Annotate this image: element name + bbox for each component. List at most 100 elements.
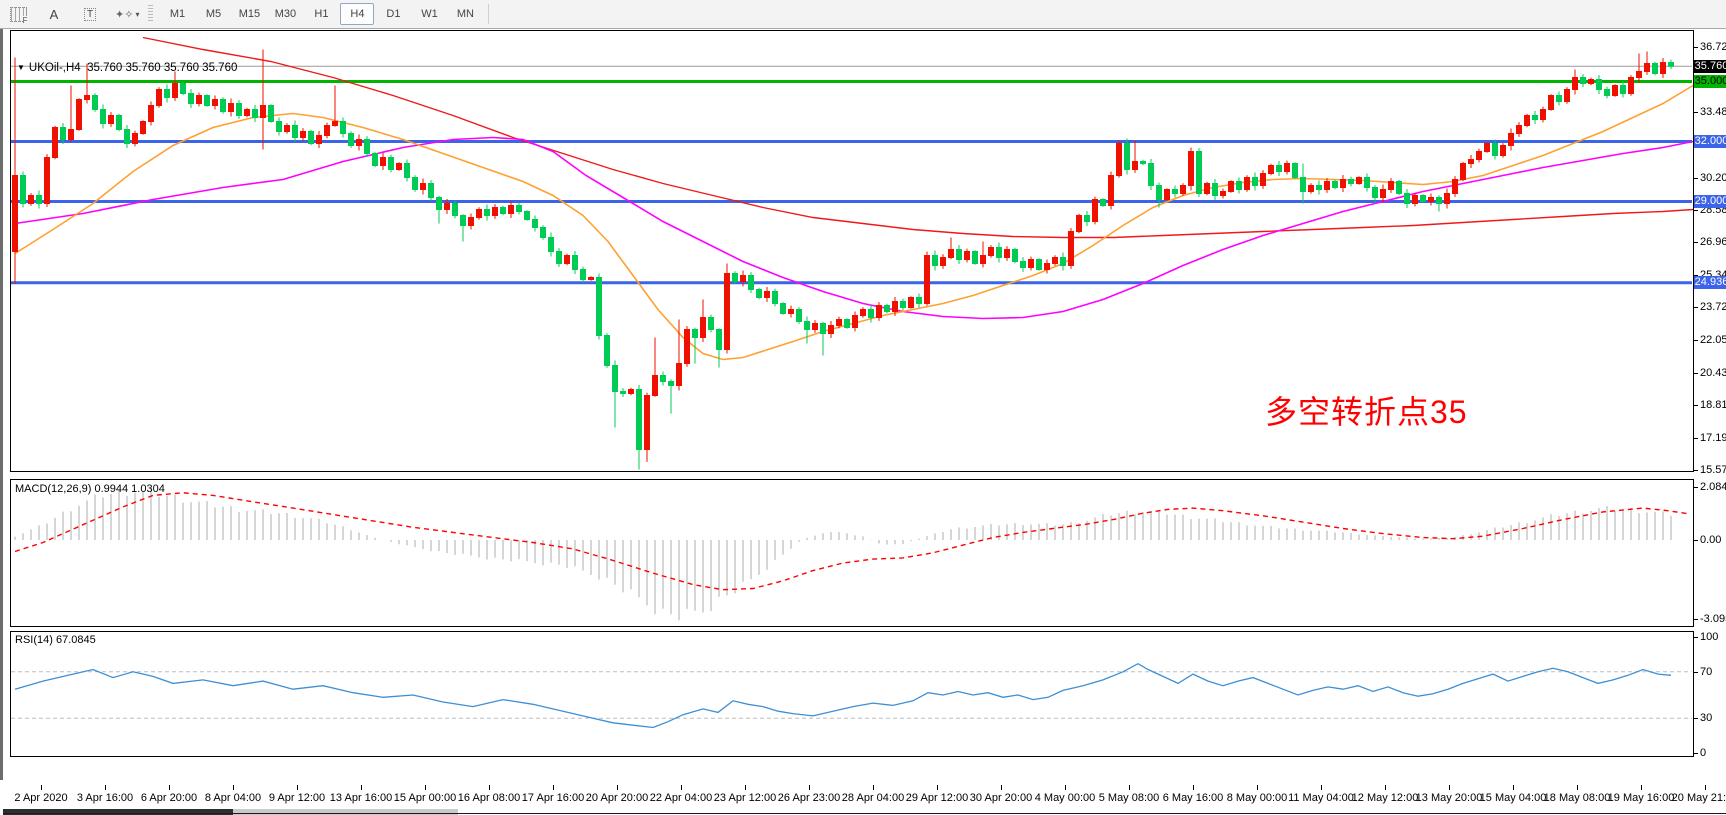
timeframe-button-m30[interactable]: M30 — [274, 8, 297, 20]
time-label: 20 May 21:15 — [1671, 792, 1726, 804]
time-label: 3 Apr 16:00 — [76, 792, 134, 804]
price-tick-36.725: 36.725 — [1700, 41, 1726, 53]
rsi-scale-30-tick — [1693, 718, 1698, 720]
rsi-scale-70-tick — [1693, 671, 1698, 673]
price-tick-17.195-tick — [1693, 437, 1698, 439]
price-tick-28.580-tick — [1693, 209, 1698, 211]
time-label: 16 Apr 08:00 — [457, 792, 521, 804]
chevron-down-icon: ▾ — [135, 9, 140, 19]
time-label: 15 Apr 00:00 — [393, 792, 457, 804]
text-box-button[interactable]: T — [73, 3, 107, 25]
top-toolbar: F A T ✦✧ ▾ M1 M5 M15 M30 H1 H4 D1 W1 MN — [0, 0, 1726, 29]
time-label: 5 May 08:00 — [1098, 792, 1160, 804]
toolbar-separator — [488, 4, 490, 24]
price-tick-36.725-tick — [1693, 47, 1698, 48]
time-label: 30 Apr 20:00 — [969, 792, 1033, 804]
price-tick-26.960-tick — [1693, 242, 1698, 244]
time-label: 23 Apr 12:00 — [713, 792, 777, 804]
chart-window: ▼ UKOil-,H4 35.760 35.760 35.760 35.760 多… — [0, 29, 1726, 815]
bottom-bar-dark-segment — [3, 809, 233, 815]
price-tick-30.200-tick — [1693, 177, 1698, 179]
time-label: 9 Apr 12:00 — [268, 792, 326, 804]
price-tick-33.485-tick — [1693, 111, 1698, 113]
time-label: 18 May 08:00 — [1543, 792, 1611, 804]
price-tick-23.720: 23.720 — [1700, 301, 1726, 314]
price-tick-23.720-tick — [1693, 307, 1698, 309]
time-label: 29 Apr 12:00 — [905, 792, 969, 804]
price-tick-15.575: 15.575 — [1700, 464, 1726, 476]
price-tick-20.435: 20.435 — [1700, 366, 1726, 379]
timeframe-button-m15[interactable]: M15 — [238, 8, 261, 20]
chart-dropdown-icon[interactable]: ▼ — [17, 63, 25, 72]
time-label: 20 Apr 20:00 — [585, 792, 649, 804]
time-label: 4 May 00:00 — [1034, 792, 1096, 804]
time-label: 6 Apr 20:00 — [140, 792, 198, 804]
chart-ohlc-values: 35.760 35.760 35.760 35.760 — [87, 62, 238, 74]
macd-scale-2.084-tick — [1693, 486, 1698, 488]
timeframe-button-m5[interactable]: M5 — [205, 8, 222, 20]
time-label: 6 May 16:00 — [1162, 792, 1224, 804]
grid-icon: F — [9, 6, 28, 25]
price-badge-24.936: 24.936 — [1694, 276, 1726, 290]
time-label: 28 Apr 04:00 — [841, 792, 905, 804]
price-tick-15.575-tick — [1693, 470, 1698, 471]
timeframe-button-mn[interactable]: MN — [456, 8, 474, 20]
text-box-icon: T — [83, 7, 97, 21]
rsi-scale-0: 0 — [1700, 747, 1707, 759]
macd-scale-0.00-tick — [1693, 540, 1698, 541]
rsi-scale-100: 100 — [1700, 631, 1719, 643]
rsi-scale-0-tick — [1693, 753, 1698, 754]
macd-indicator-label: MACD(12,26,9) 0.9944 1.0304 — [15, 483, 165, 495]
time-label: 2 Apr 2020 — [14, 792, 68, 804]
rsi-scale-100-tick — [1693, 637, 1698, 638]
grid-tool-button[interactable]: F — [1, 3, 35, 25]
timeframe-button-h1[interactable]: H1 — [314, 8, 329, 20]
time-label: 17 Apr 16:00 — [521, 792, 585, 804]
macd-scale--3.0957-tick — [1693, 618, 1698, 620]
time-label: 12 May 12:00 — [1351, 792, 1419, 804]
time-label: 8 May 00:00 — [1226, 792, 1288, 804]
macd-scale--3.0957: -3.0957 — [1700, 612, 1726, 625]
rsi-indicator-label: RSI(14) 67.0845 — [15, 634, 96, 646]
timeframe-button-m1[interactable]: M1 — [169, 8, 186, 20]
price-badge-32.000: 32.000 — [1694, 135, 1726, 148]
price-tick-22.055: 22.055 — [1700, 334, 1726, 347]
price-tick-22.055-tick — [1693, 340, 1698, 342]
price-tick-26.960: 26.960 — [1700, 236, 1726, 249]
time-label: 11 May 04:00 — [1288, 792, 1354, 804]
chart-symbol-period: UKOil-,H4 — [28, 62, 81, 74]
price-tick-33.485: 33.485 — [1700, 105, 1726, 118]
bottom-window-edge — [3, 813, 1726, 814]
price-badge-35.000: 35.000 — [1694, 75, 1726, 88]
timeframe-button-d1[interactable]: D1 — [386, 8, 401, 20]
rsi-pane-canvas[interactable] — [3, 631, 1726, 757]
main-chart-canvas[interactable] — [3, 30, 1726, 473]
price-tick-17.195: 17.195 — [1700, 431, 1726, 444]
macd-scale-0.00: 0.00 — [1700, 534, 1722, 546]
time-label: 13 May 20:00 — [1415, 792, 1483, 804]
macd-scale-2.084: 2.084 — [1700, 480, 1726, 493]
time-label: 15 May 04:00 — [1479, 792, 1547, 804]
price-tick-25.340-tick — [1693, 274, 1698, 276]
macd-pane-canvas[interactable] — [3, 479, 1726, 627]
time-label: 26 Apr 23:00 — [777, 792, 841, 804]
time-axis[interactable]: 2 Apr 2020 3 Apr 16:00 6 Apr 20:00 8 Apr 04… — [3, 785, 1726, 809]
macd-indicator-values: 0.9944 1.0304 — [94, 483, 165, 495]
time-label: 22 Apr 04:00 — [649, 792, 713, 804]
rsi-scale-30: 30 — [1700, 712, 1713, 725]
price-tick-18.815: 18.815 — [1700, 399, 1726, 412]
rsi-scale-70: 70 — [1700, 665, 1713, 678]
rsi-indicator-value: 67.0845 — [55, 634, 96, 646]
text-label-icon: A — [49, 6, 59, 22]
chart-title: ▼ UKOil-,H4 35.760 35.760 35.760 35.760 — [17, 62, 237, 74]
time-label: 19 May 16:00 — [1607, 792, 1675, 804]
chart-annotation-text: 多空转折点35 — [1265, 394, 1468, 430]
price-badge-35.760: 35.760 — [1694, 59, 1726, 73]
text-label-button[interactable]: A — [37, 3, 71, 25]
timeframe-button-w1[interactable]: W1 — [421, 8, 438, 20]
bottom-bar-grey-segment — [233, 809, 458, 815]
toolbar-grip[interactable] — [148, 5, 154, 23]
shapes-button[interactable]: ✦✧ ▾ — [109, 3, 145, 25]
price-tick-30.200: 30.200 — [1700, 171, 1726, 184]
timeframe-button-h4[interactable]: H4 — [340, 3, 375, 25]
